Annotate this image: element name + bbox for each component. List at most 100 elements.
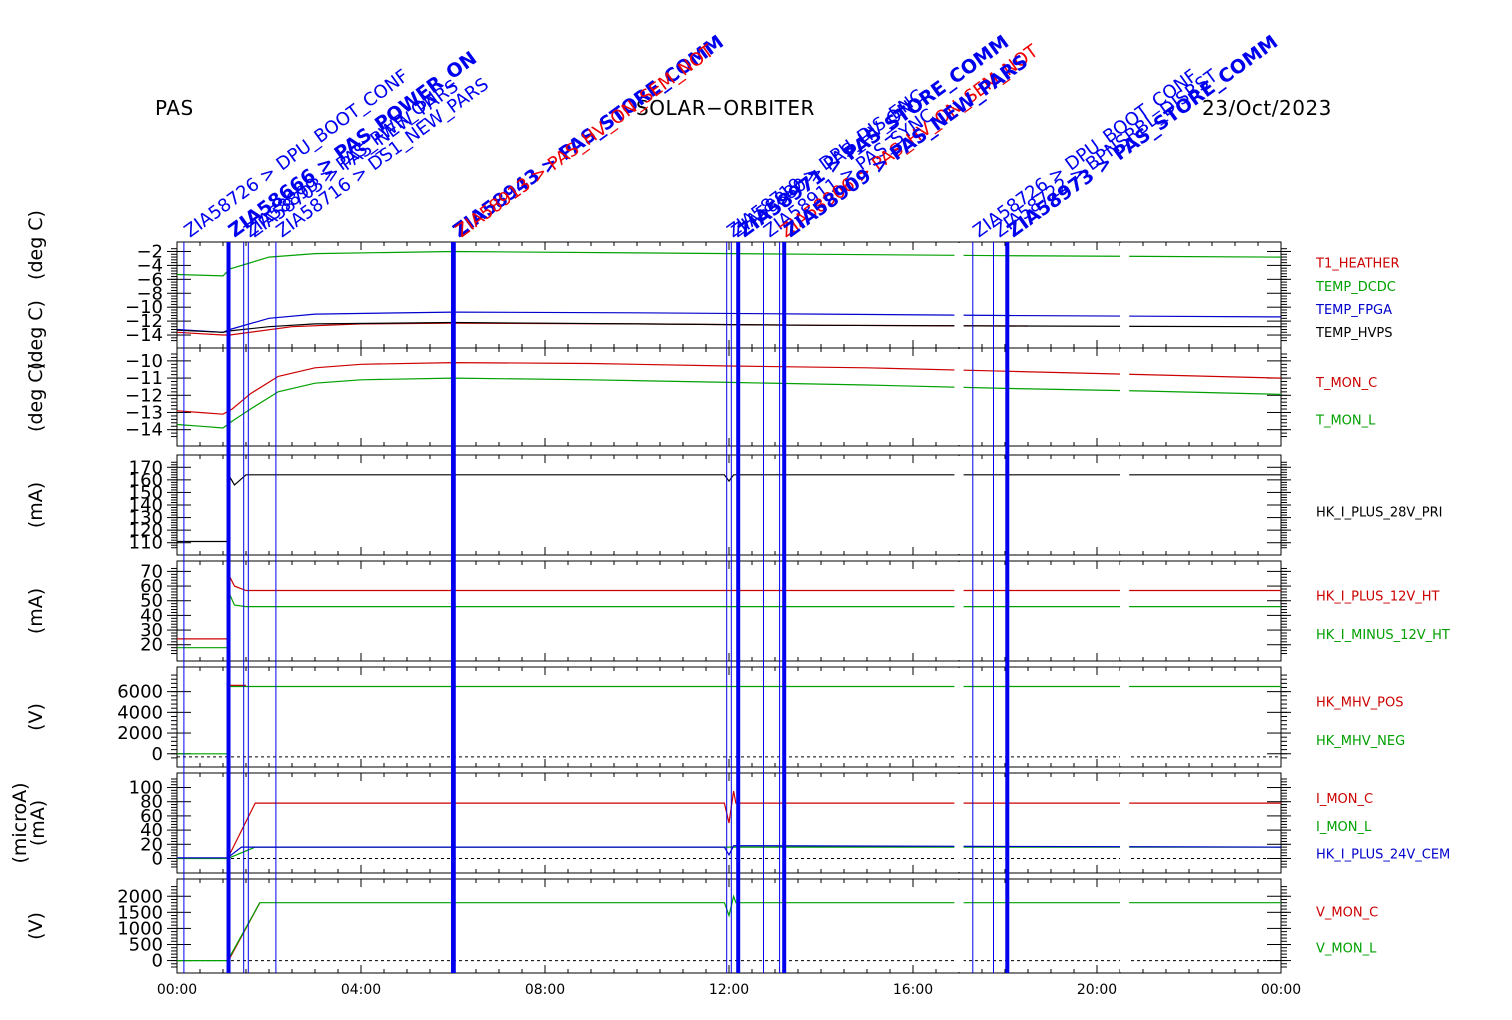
y-axis-label-secondary: (microA) [9, 782, 31, 863]
y-axis-label: (V) [25, 703, 47, 731]
data-gap [1120, 243, 1130, 347]
legend-t-mon-l: T_MON_L [1315, 414, 1376, 429]
event-marker-label: ZIA58973 > PAS_STORE_COMM [1003, 31, 1282, 242]
y-tick-label: −4 [136, 255, 163, 276]
y-tick-label: 100 [129, 778, 163, 799]
y-tick-label: 70 [140, 561, 163, 582]
event-marker-label: ZIA58913 > PAS_HV_ON_SEM_NOT [452, 40, 719, 242]
y-tick-label: 500 [129, 934, 163, 955]
y-axis-label: (mA) [27, 800, 49, 846]
panel-frame [176, 454, 1282, 556]
legend-hk-mhv-pos: HK_MHV_POS [1316, 696, 1404, 711]
y-tick-label: 1000 [117, 918, 163, 939]
date-label: 23/Oct/2023 [1202, 96, 1332, 120]
series-temp-dcdc [176, 250, 1282, 277]
y-axis-label-secondary: (deg C) [25, 300, 47, 370]
legend-temp-hvps: TEMP_HVPS [1315, 326, 1392, 341]
x-tick-label: 00:00 [1261, 982, 1301, 998]
y-tick-label: 60 [140, 576, 163, 597]
y-tick-label: 4000 [117, 702, 163, 723]
y-tick-label: 1500 [117, 902, 163, 923]
data-gap [954, 349, 964, 445]
data-gap [1120, 880, 1130, 972]
legend-t-mon-c: T_MON_C [1315, 376, 1377, 391]
series-t-mon-c [176, 361, 1282, 415]
y-tick-label: 170 [129, 457, 163, 478]
data-gap [1120, 774, 1130, 872]
x-tick-label: 08:00 [525, 982, 565, 998]
y-tick-label: −2 [136, 241, 163, 262]
y-axis-label: (deg C) [25, 362, 47, 432]
panel-frame [176, 241, 1282, 349]
data-gap [954, 562, 964, 660]
y-tick-label: −10 [125, 351, 163, 372]
series-hk-i-plus-28v-pri [177, 472, 1281, 543]
x-tick-label: 16:00 [893, 982, 933, 998]
legend-t1-heather: T1_HEATHER [1315, 257, 1400, 272]
series-temp-fpga [176, 311, 1282, 333]
y-tick-label: 50 [140, 591, 163, 612]
y-tick-label: 0 [152, 744, 163, 765]
y-axis-label: (mA) [25, 588, 47, 634]
series-hk-mhv-neg [177, 685, 1281, 755]
data-gap [1120, 456, 1130, 554]
y-tick-label: −8 [136, 283, 163, 304]
y-tick-label: 60 [140, 806, 163, 827]
y-tick-label: 40 [140, 605, 163, 626]
x-tick-label: 00:00 [157, 982, 197, 998]
y-tick-label: 80 [140, 792, 163, 813]
series-hk-i-plus-12v-ht [177, 574, 1281, 640]
y-tick-label: 0 [152, 951, 163, 972]
y-tick-label: 160 [129, 470, 163, 491]
y-tick-label: −11 [125, 368, 163, 389]
legend-v-mon-c: V_MON_C [1316, 906, 1378, 921]
data-gap [1120, 668, 1130, 766]
y-tick-label: −14 [125, 420, 163, 441]
y-axis-label: (V) [25, 912, 47, 940]
mission-label: SOLAR−ORBITER [636, 96, 815, 120]
data-gap [954, 880, 964, 972]
series-hk-i-minus-12v-ht [177, 591, 1281, 649]
y-tick-label: −6 [136, 269, 163, 290]
y-tick-label: 40 [140, 820, 163, 841]
series-t-mon-l [176, 377, 1282, 429]
y-tick-label: 120 [129, 520, 163, 541]
event-marker-label: ZIA58971 > PAS_STORE_COMM [734, 31, 1013, 242]
y-tick-label: 140 [129, 495, 163, 516]
panel-frame [176, 560, 1282, 662]
y-axis-label: (mA) [25, 482, 47, 528]
y-tick-label: 30 [140, 620, 163, 641]
legend-hk-i-plus-12v-ht: HK_I_PLUS_12V_HT [1316, 590, 1440, 605]
legend-temp-dcdc: TEMP_DCDC [1315, 280, 1396, 295]
x-tick-label: 12:00 [709, 982, 749, 998]
y-tick-label: 2000 [117, 886, 163, 907]
y-tick-label: 130 [129, 508, 163, 529]
series-v-mon-l [177, 894, 1281, 962]
series-i-mon-c [227, 790, 1281, 859]
legend-i-mon-c: I_MON_C [1316, 792, 1373, 807]
data-gap [1120, 349, 1130, 445]
y-tick-label: 2000 [117, 723, 163, 744]
y-tick-label: −12 [125, 385, 163, 406]
instrument-label: PAS [155, 96, 194, 120]
legend-hk-i-plus-24v-cem: HK_I_PLUS_24V_CEM [1316, 848, 1450, 863]
data-gap [1120, 562, 1130, 660]
legend-i-mon-l: I_MON_L [1316, 820, 1372, 835]
y-tick-label: −10 [125, 297, 163, 318]
legend-hk-i-plus-28v-pri: HK_I_PLUS_28V_PRI [1316, 505, 1442, 520]
data-gap [954, 774, 964, 872]
y-tick-label: 20 [140, 635, 163, 656]
panel-frame [176, 878, 1282, 974]
y-tick-label: 6000 [117, 682, 163, 703]
y-tick-label: 150 [129, 482, 163, 503]
data-gap [954, 456, 964, 554]
y-tick-label: 110 [129, 533, 163, 554]
y-tick-label: 0 [152, 848, 163, 869]
legend-hk-i-minus-12v-ht: HK_I_MINUS_12V_HT [1316, 628, 1450, 643]
legend-temp-fpga: TEMP_FPGA [1315, 303, 1392, 318]
y-tick-label: −12 [125, 311, 163, 332]
y-tick-label: −14 [125, 325, 163, 346]
x-tick-label: 20:00 [1077, 982, 1117, 998]
legend-hk-mhv-neg: HK_MHV_NEG [1316, 734, 1405, 749]
